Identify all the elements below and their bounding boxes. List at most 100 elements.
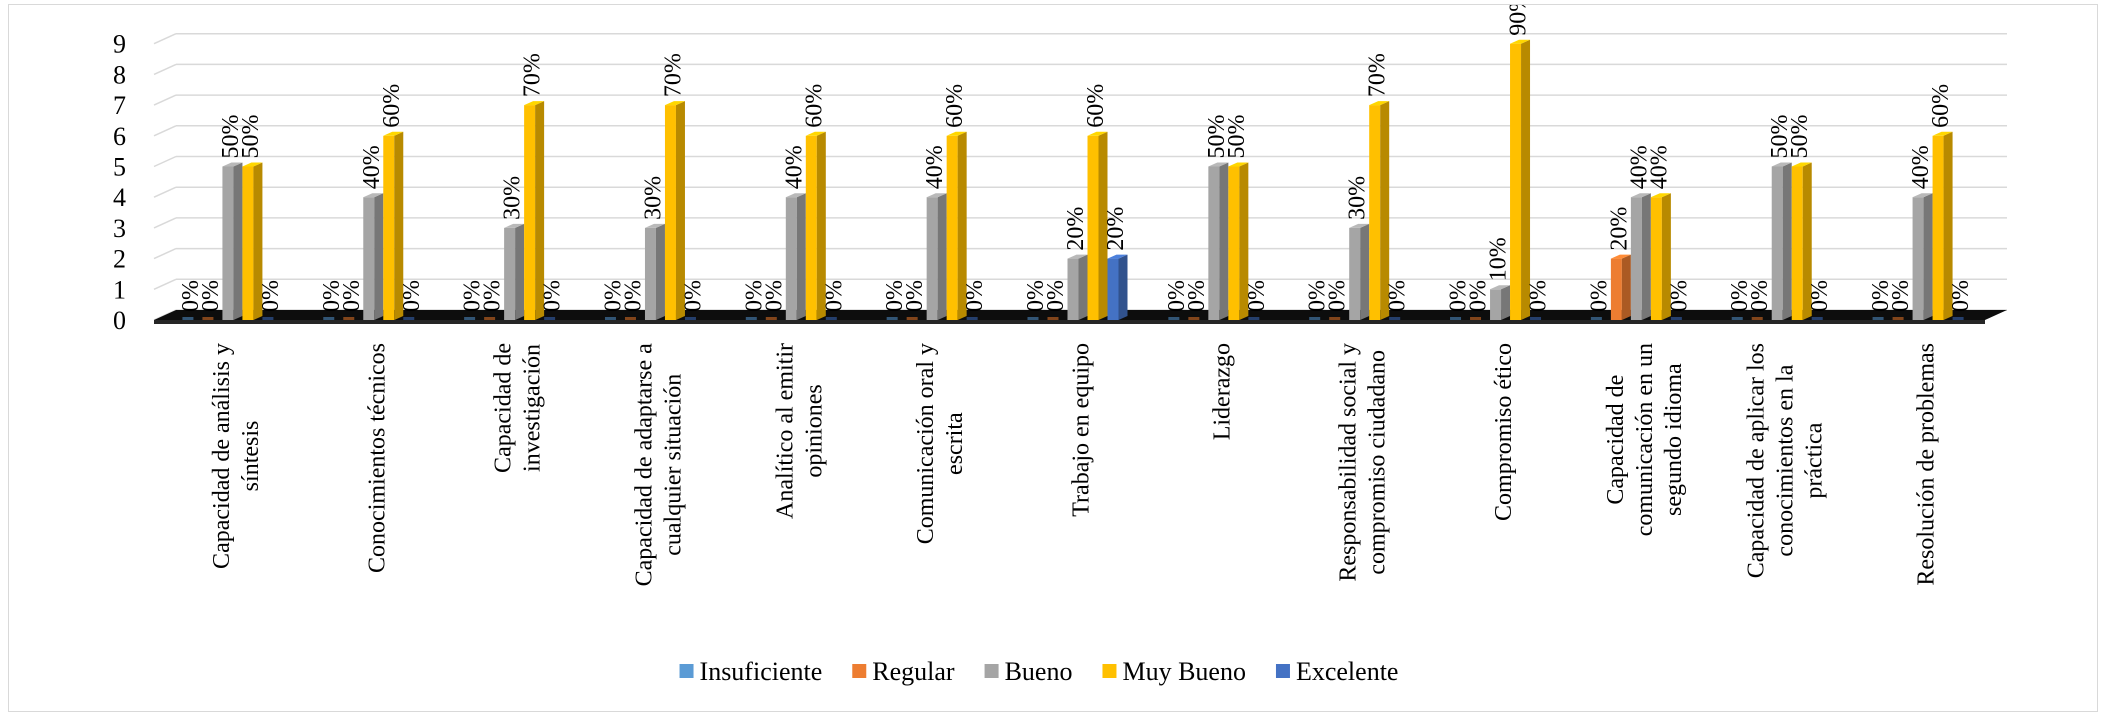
category-label-line: cualquier situación xyxy=(660,374,686,556)
bar-side xyxy=(1501,285,1511,320)
bar-muy-bueno xyxy=(1510,43,1522,320)
y-tick-label: 0 xyxy=(113,306,126,335)
bar-side xyxy=(1661,193,1671,320)
bar-top xyxy=(383,131,404,136)
bar-regular xyxy=(343,317,355,320)
bar-muy-bueno xyxy=(1228,166,1240,320)
category-label-line: Analítico al emitir xyxy=(772,343,798,519)
data-label: 0% xyxy=(258,280,284,312)
y-tick-label: 8 xyxy=(113,60,126,89)
data-label: 0% xyxy=(821,280,847,312)
bar-excelente xyxy=(825,317,837,320)
data-label: 40% xyxy=(922,145,948,189)
bar-regular xyxy=(906,317,918,320)
bar-side xyxy=(1621,254,1631,320)
bar-muy-bueno xyxy=(946,135,958,320)
bar-insuficiente xyxy=(604,317,616,320)
legend-swatch xyxy=(1275,664,1290,678)
bar-regular xyxy=(1470,317,1482,320)
bar-side xyxy=(1641,193,1651,320)
bar-top xyxy=(785,193,806,198)
data-label: 0% xyxy=(600,280,626,312)
category-label-line: Capacidad de adaptarse a xyxy=(631,343,657,587)
bar-top xyxy=(946,131,967,136)
bar-excelente xyxy=(1670,317,1682,320)
bar-excelente xyxy=(1530,317,1542,320)
data-label: 0% xyxy=(1888,280,1914,312)
data-label: 30% xyxy=(1345,176,1371,220)
bar-bueno xyxy=(926,197,938,320)
bar-insuficiente xyxy=(886,317,898,320)
gridline-depth xyxy=(153,247,177,260)
gridline-depth xyxy=(153,125,177,137)
bar-regular xyxy=(1610,258,1622,320)
bar-top xyxy=(1208,162,1229,167)
bar-muy-bueno xyxy=(664,105,676,320)
data-label: 0% xyxy=(882,280,908,312)
bar-bueno xyxy=(1067,258,1079,320)
data-label: 40% xyxy=(1646,145,1672,189)
data-label: 20% xyxy=(1103,207,1129,251)
bar-excelente xyxy=(1952,317,1964,320)
bar-side xyxy=(796,193,806,320)
bar-excelente xyxy=(684,317,696,320)
data-label: 0% xyxy=(1868,280,1894,312)
bar-insuficiente xyxy=(182,317,194,320)
legend-text: Excelente xyxy=(1296,657,1399,686)
gridline-depth xyxy=(153,63,177,76)
bar-insuficiente xyxy=(1590,317,1602,320)
bars xyxy=(182,39,1964,320)
gridline-depth xyxy=(153,186,177,198)
data-label: 0% xyxy=(1466,280,1492,312)
data-label: 70% xyxy=(1365,53,1391,97)
bar-side xyxy=(1239,162,1249,320)
category-label: Trabajo en equipo xyxy=(1069,343,1095,517)
gridline-depth xyxy=(153,155,177,168)
bar-insuficiente xyxy=(1450,317,1462,320)
category-labels: Capacidad de análisis y síntesis Conocimie… xyxy=(209,343,1940,587)
category-label: Resolución de problemas xyxy=(1914,343,1940,586)
bar-insuficiente xyxy=(1027,317,1039,320)
data-label: 0% xyxy=(1666,280,1692,312)
y-tick-label: 4 xyxy=(113,183,126,212)
category-label: Comunicación oral y escrita xyxy=(913,343,968,544)
data-label: 50% xyxy=(1204,115,1230,159)
bar-bueno xyxy=(785,197,797,320)
gridline-depth xyxy=(153,94,177,106)
bar-muy-bueno xyxy=(524,105,536,320)
bar-top xyxy=(1610,254,1631,259)
bar-muy-bueno xyxy=(805,135,817,320)
bar-side xyxy=(816,131,826,320)
data-label: 0% xyxy=(1526,280,1552,312)
bar-top xyxy=(1107,254,1128,259)
bar-bueno xyxy=(1771,166,1783,320)
category-label: Capacidad de análisis y síntesis xyxy=(209,343,264,569)
bar-side xyxy=(1782,162,1792,320)
bar-side xyxy=(1380,101,1390,320)
y-tick-label: 7 xyxy=(113,91,126,120)
bar-top xyxy=(805,131,826,136)
bar-side xyxy=(1360,223,1370,320)
bar-top xyxy=(644,223,665,228)
data-label: 60% xyxy=(1928,84,1954,128)
legend-text: Muy Bueno xyxy=(1122,657,1246,686)
data-label: 0% xyxy=(1446,280,1472,312)
data-label: 0% xyxy=(319,280,345,312)
bar-insuficiente xyxy=(1309,317,1321,320)
category-label: Conocimientos técnicos xyxy=(364,343,390,573)
bar-excelente xyxy=(262,317,274,320)
category-label: Liderazgo xyxy=(1209,343,1235,440)
bar-top xyxy=(1087,131,1108,136)
bar-regular xyxy=(1751,317,1763,320)
data-label: 40% xyxy=(359,145,385,189)
bar-side xyxy=(535,101,545,320)
data-label: 0% xyxy=(680,280,706,312)
bar-muy-bueno xyxy=(242,166,254,320)
bar-insuficiente xyxy=(1872,317,1884,320)
category-label-line: Compromiso ético xyxy=(1491,343,1517,521)
bar-excelente xyxy=(1107,258,1119,320)
y-tick-label: 1 xyxy=(113,275,126,304)
bar-side xyxy=(1943,131,1953,320)
bar-bueno xyxy=(1912,197,1924,320)
